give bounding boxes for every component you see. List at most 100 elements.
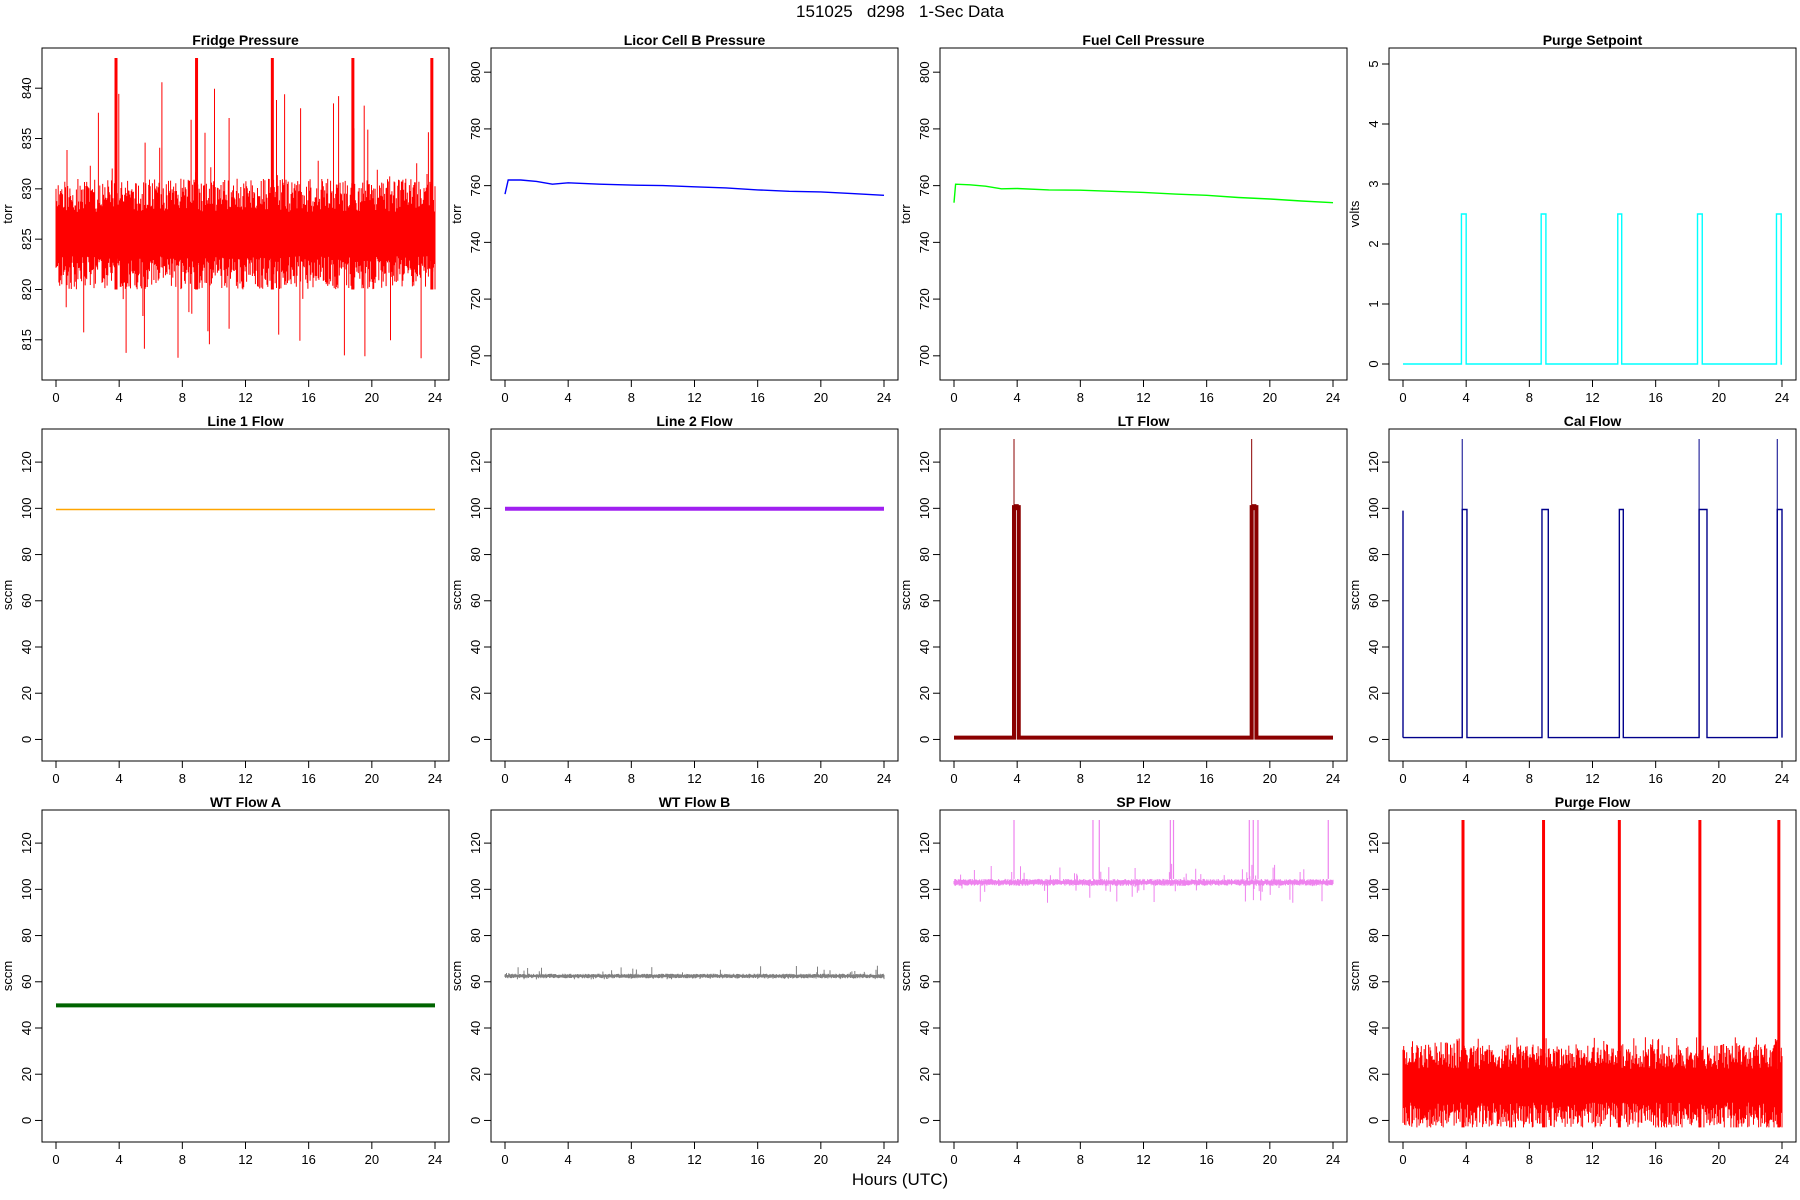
series-line <box>504 179 885 196</box>
x-tick-label: 20 <box>1712 771 1726 786</box>
plot-frame <box>41 428 450 762</box>
series-noise <box>504 965 885 980</box>
y-tick-label: 720 <box>917 288 932 310</box>
x-tick-label: 4 <box>1014 771 1021 786</box>
y-tick-label: 100 <box>468 497 483 519</box>
y-tick-label: 60 <box>19 594 34 608</box>
y-tick-label: 120 <box>917 832 932 854</box>
x-tick-label: 0 <box>1399 390 1406 405</box>
y-axis-label: sccm <box>0 580 15 610</box>
y-tick-label: 120 <box>468 451 483 473</box>
panel-fuel-cell-pressure: Fuel Cell Pressure torr 0 4 8 12 16 20 24 700 720 7… <box>898 32 1348 405</box>
data-layer <box>1403 213 1782 365</box>
x-tick-label: 24 <box>1775 771 1789 786</box>
series-noise <box>953 863 1334 903</box>
data-layer <box>953 183 1334 204</box>
y-tick-label: 720 <box>468 288 483 310</box>
y-axis-label: sccm <box>449 961 464 991</box>
x-tick-label: 20 <box>365 771 379 786</box>
series-noise <box>55 82 436 359</box>
y-tick-label: 40 <box>1366 1021 1381 1035</box>
y-tick-label: 0 <box>1366 360 1381 367</box>
x-tick-label: 8 <box>628 390 635 405</box>
y-tick-label: 40 <box>917 1021 932 1035</box>
x-tick-label: 12 <box>1136 390 1150 405</box>
y-tick-label: 20 <box>468 1067 483 1081</box>
y-tick-label: 820 <box>19 279 34 301</box>
y-tick-label: 60 <box>468 975 483 989</box>
y-tick-label: 0 <box>1366 1117 1381 1124</box>
x-tick-label: 12 <box>238 390 252 405</box>
series-line <box>953 183 1334 204</box>
y-tick-label: 120 <box>1366 832 1381 854</box>
y-tick-label: 5 <box>1366 60 1381 67</box>
x-tick-label: 20 <box>1263 390 1277 405</box>
y-tick-label: 0 <box>468 1117 483 1124</box>
y-tick-label: 4 <box>1366 120 1381 127</box>
panel-cal-flow: Cal Flow sccm 0 4 8 12 16 20 24 0 20 40 60 80 100 120 <box>1347 413 1797 786</box>
y-tick-label: 740 <box>917 232 932 254</box>
y-tick-label: 80 <box>917 928 932 942</box>
y-tick-label: 80 <box>468 547 483 561</box>
data-layer <box>504 179 885 196</box>
y-tick-label: 80 <box>19 928 34 942</box>
y-tick-label: 100 <box>917 497 932 519</box>
y-tick-label: 40 <box>19 1021 34 1035</box>
x-tick-label: 16 <box>750 771 764 786</box>
data-layer <box>504 965 885 980</box>
x-tick-label: 0 <box>501 771 508 786</box>
y-tick-label: 100 <box>917 878 932 900</box>
y-tick-label: 40 <box>917 640 932 654</box>
y-tick-label: 0 <box>917 1117 932 1124</box>
x-tick-label: 4 <box>1014 1152 1021 1167</box>
y-tick-label: 120 <box>917 451 932 473</box>
y-tick-label: 100 <box>468 878 483 900</box>
x-tick-label: 24 <box>428 1152 442 1167</box>
x-tick-label: 0 <box>52 1152 59 1167</box>
x-tick-label: 8 <box>179 390 186 405</box>
data-layer <box>1402 439 1783 739</box>
x-tick-label: 12 <box>1585 390 1599 405</box>
panel-title: SP Flow <box>1116 794 1170 810</box>
panel-title: Line 1 Flow <box>207 413 283 429</box>
y-tick-label: 120 <box>19 832 34 854</box>
y-tick-label: 2 <box>1366 240 1381 247</box>
y-tick-label: 80 <box>917 547 932 561</box>
y-tick-label: 60 <box>1366 975 1381 989</box>
y-tick-label: 835 <box>19 128 34 150</box>
y-axis-label: sccm <box>898 961 913 991</box>
x-axis-caption: Hours (UTC) <box>851 1170 949 1189</box>
panel-title: Line 2 Flow <box>656 413 732 429</box>
plot-frame <box>1388 47 1797 381</box>
y-tick-label: 840 <box>19 77 34 99</box>
x-tick-label: 20 <box>1712 390 1726 405</box>
y-tick-label: 100 <box>1366 878 1381 900</box>
panel-licor-cell-b-pressure: Licor Cell B Pressure torr 0 4 8 12 16 20 24 700 7… <box>449 32 899 405</box>
y-tick-label: 1 <box>1366 300 1381 307</box>
x-tick-label: 16 <box>1199 390 1213 405</box>
x-tick-label: 16 <box>750 390 764 405</box>
data-layer <box>954 439 1333 740</box>
x-tick-label: 8 <box>179 1152 186 1167</box>
x-tick-label: 24 <box>1326 1152 1340 1167</box>
y-tick-label: 80 <box>468 928 483 942</box>
pulse-mark <box>1251 504 1257 511</box>
y-tick-label: 760 <box>917 175 932 197</box>
x-tick-label: 12 <box>687 390 701 405</box>
x-tick-label: 20 <box>1263 1152 1277 1167</box>
x-tick-label: 12 <box>238 1152 252 1167</box>
y-tick-label: 740 <box>468 232 483 254</box>
x-tick-label: 20 <box>365 1152 379 1167</box>
panel-title: Licor Cell B Pressure <box>624 32 766 48</box>
x-tick-label: 12 <box>687 1152 701 1167</box>
y-tick-label: 60 <box>468 594 483 608</box>
y-tick-label: 3 <box>1366 180 1381 187</box>
y-axis-label: sccm <box>1347 961 1362 991</box>
x-tick-label: 12 <box>1136 771 1150 786</box>
x-tick-label: 24 <box>1775 1152 1789 1167</box>
y-tick-label: 20 <box>1366 1067 1381 1081</box>
y-tick-label: 60 <box>19 975 34 989</box>
y-tick-label: 80 <box>1366 547 1381 561</box>
